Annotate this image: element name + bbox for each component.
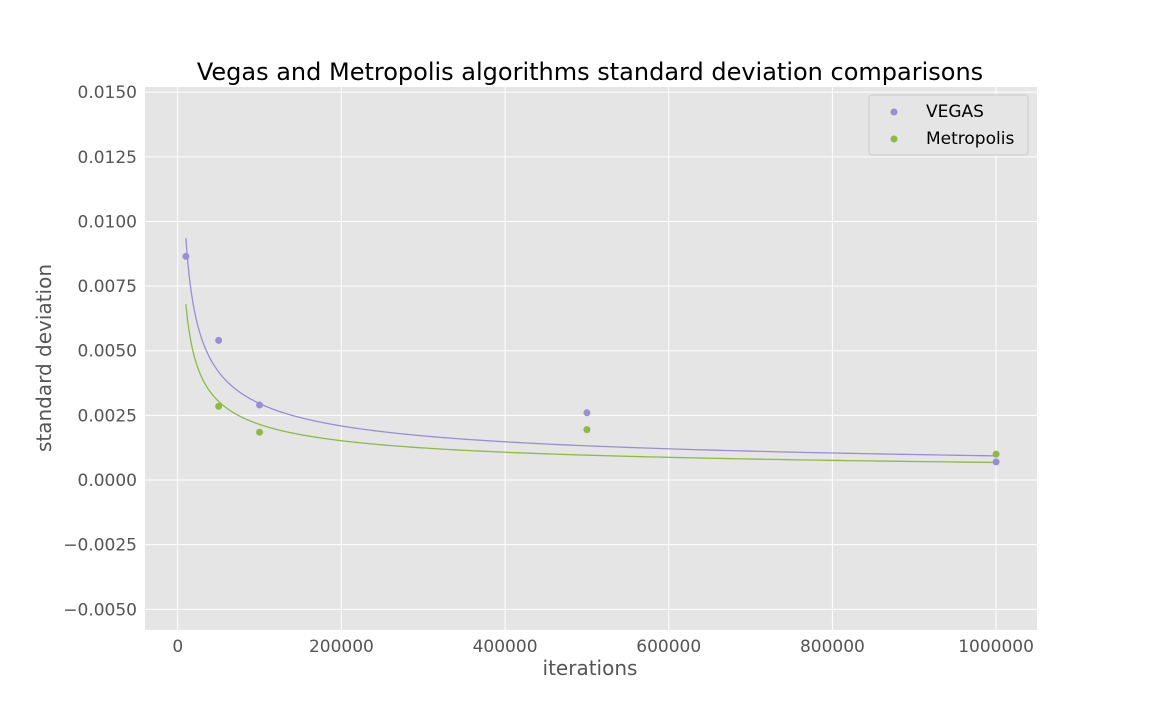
fit-curve-metropolis bbox=[185, 304, 997, 464]
y-tick-label: 0.0000 bbox=[78, 471, 137, 491]
data-point-metropolis bbox=[583, 426, 591, 434]
x-tick-label: 800000 bbox=[800, 637, 865, 657]
legend-box bbox=[868, 94, 1029, 156]
y-tick-label: 0.0100 bbox=[78, 212, 137, 232]
x-tick-label: 600000 bbox=[636, 637, 701, 657]
y-tick-label: −0.0050 bbox=[63, 600, 137, 620]
data-point-vegas bbox=[992, 458, 1000, 466]
x-tick-label: 0 bbox=[172, 637, 183, 657]
data-point-metropolis bbox=[215, 402, 223, 410]
y-tick-label: 0.0125 bbox=[78, 148, 137, 168]
legend: VEGAS Metropolis bbox=[868, 94, 1029, 156]
data-points bbox=[182, 252, 1000, 466]
x-tick-label: 1000000 bbox=[958, 637, 1034, 657]
legend-label-metropolis: Metropolis bbox=[926, 129, 1014, 149]
y-tick-label: −0.0025 bbox=[63, 536, 137, 556]
data-point-vegas bbox=[215, 336, 223, 344]
x-tick-labels: 0 200000 400000 600000 800000 1000000 bbox=[172, 637, 1034, 657]
y-tick-label: 0.0050 bbox=[78, 342, 137, 362]
chart-title: Vegas and Metropolis algorithms standard… bbox=[197, 58, 983, 86]
data-point-vegas bbox=[182, 252, 190, 260]
legend-marker-metropolis bbox=[890, 135, 898, 143]
legend-label-vegas: VEGAS bbox=[926, 102, 984, 122]
data-point-vegas bbox=[583, 409, 591, 417]
data-point-metropolis bbox=[256, 428, 264, 436]
x-axis-label: iterations bbox=[543, 656, 638, 680]
y-tick-label: 0.0025 bbox=[78, 406, 137, 426]
data-point-vegas bbox=[256, 401, 264, 409]
x-tick-label: 200000 bbox=[309, 637, 374, 657]
grid-lines bbox=[145, 87, 1037, 630]
y-tick-label: 0.0150 bbox=[78, 83, 137, 103]
y-tick-labels: −0.0050 −0.0025 0.0000 0.0025 0.0050 0.0075 0.… bbox=[63, 83, 137, 620]
y-tick-label: 0.0075 bbox=[78, 277, 137, 297]
x-tick-label: 400000 bbox=[473, 637, 538, 657]
plot-area bbox=[145, 87, 1037, 630]
y-axis-label: standard deviation bbox=[32, 264, 56, 452]
legend-marker-vegas bbox=[890, 108, 898, 116]
data-point-metropolis bbox=[992, 450, 1000, 458]
